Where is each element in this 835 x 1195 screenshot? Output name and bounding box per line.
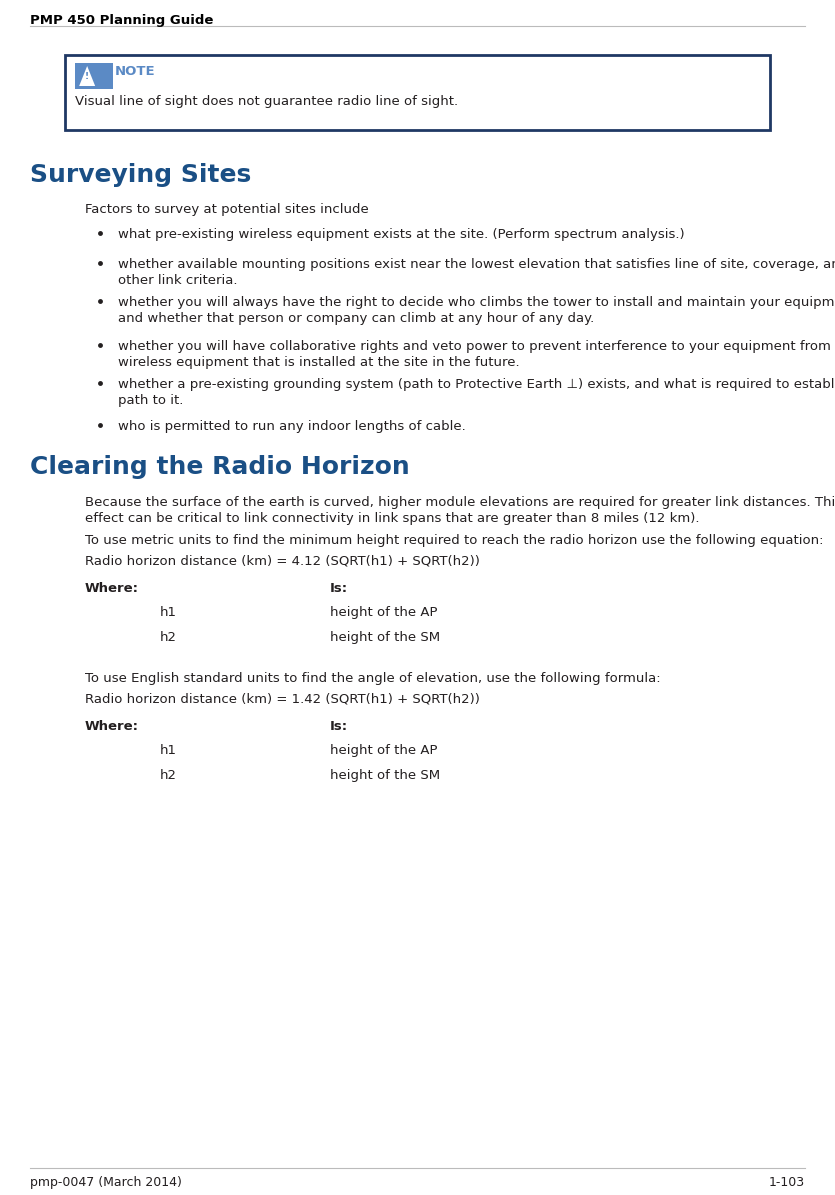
Text: To use metric units to find the minimum height required to reach the radio horiz: To use metric units to find the minimum …	[85, 534, 823, 547]
Text: Where:: Where:	[85, 582, 139, 595]
Text: Radio horizon distance (km) = 4.12 (SQRT(h1) + SQRT(h2)): Radio horizon distance (km) = 4.12 (SQRT…	[85, 554, 480, 566]
Text: pmp-0047 (March 2014): pmp-0047 (March 2014)	[30, 1176, 182, 1189]
Text: h1: h1	[160, 606, 177, 619]
Polygon shape	[79, 66, 95, 86]
FancyBboxPatch shape	[65, 55, 770, 130]
Text: and whether that person or company can climb at any hour of any day.: and whether that person or company can c…	[118, 312, 595, 325]
Text: NOTE: NOTE	[115, 65, 155, 78]
Text: !: !	[85, 72, 89, 80]
Text: height of the AP: height of the AP	[330, 606, 438, 619]
Text: wireless equipment that is installed at the site in the future.: wireless equipment that is installed at …	[118, 356, 519, 369]
Text: whether available mounting positions exist near the lowest elevation that satisf: whether available mounting positions exi…	[118, 258, 835, 271]
Text: PMP 450 Planning Guide: PMP 450 Planning Guide	[30, 14, 214, 27]
Text: height of the SM: height of the SM	[330, 631, 440, 644]
Text: Surveying Sites: Surveying Sites	[30, 163, 251, 186]
Text: Is:: Is:	[330, 582, 348, 595]
Text: Radio horizon distance (km) = 1.42 (SQRT(h1) + SQRT(h2)): Radio horizon distance (km) = 1.42 (SQRT…	[85, 692, 480, 705]
Text: whether a pre-existing grounding system (path to Protective Earth ⊥) exists, and: whether a pre-existing grounding system …	[118, 378, 835, 391]
Text: who is permitted to run any indoor lengths of cable.: who is permitted to run any indoor lengt…	[118, 419, 466, 433]
Text: height of the SM: height of the SM	[330, 770, 440, 782]
Text: height of the AP: height of the AP	[330, 744, 438, 756]
Text: Is:: Is:	[330, 721, 348, 733]
Text: h2: h2	[160, 770, 177, 782]
FancyBboxPatch shape	[75, 63, 113, 88]
Text: h1: h1	[160, 744, 177, 756]
Text: whether you will always have the right to decide who climbs the tower to install: whether you will always have the right t…	[118, 296, 835, 310]
Text: effect can be critical to link connectivity in link spans that are greater than : effect can be critical to link connectiv…	[85, 511, 700, 525]
Text: Where:: Where:	[85, 721, 139, 733]
Text: Because the surface of the earth is curved, higher module elevations are require: Because the surface of the earth is curv…	[85, 496, 835, 509]
Text: what pre-existing wireless equipment exists at the site. (Perform spectrum analy: what pre-existing wireless equipment exi…	[118, 228, 685, 241]
Text: other link criteria.: other link criteria.	[118, 274, 237, 287]
Text: 1-103: 1-103	[769, 1176, 805, 1189]
Text: h2: h2	[160, 631, 177, 644]
Text: To use English standard units to find the angle of elevation, use the following : To use English standard units to find th…	[85, 672, 660, 685]
Text: Visual line of sight does not guarantee radio line of sight.: Visual line of sight does not guarantee …	[75, 94, 458, 108]
Text: Factors to survey at potential sites include: Factors to survey at potential sites inc…	[85, 203, 369, 216]
Text: whether you will have collaborative rights and veto power to prevent interferenc: whether you will have collaborative righ…	[118, 341, 831, 353]
Text: Clearing the Radio Horizon: Clearing the Radio Horizon	[30, 455, 410, 479]
Text: path to it.: path to it.	[118, 394, 184, 407]
